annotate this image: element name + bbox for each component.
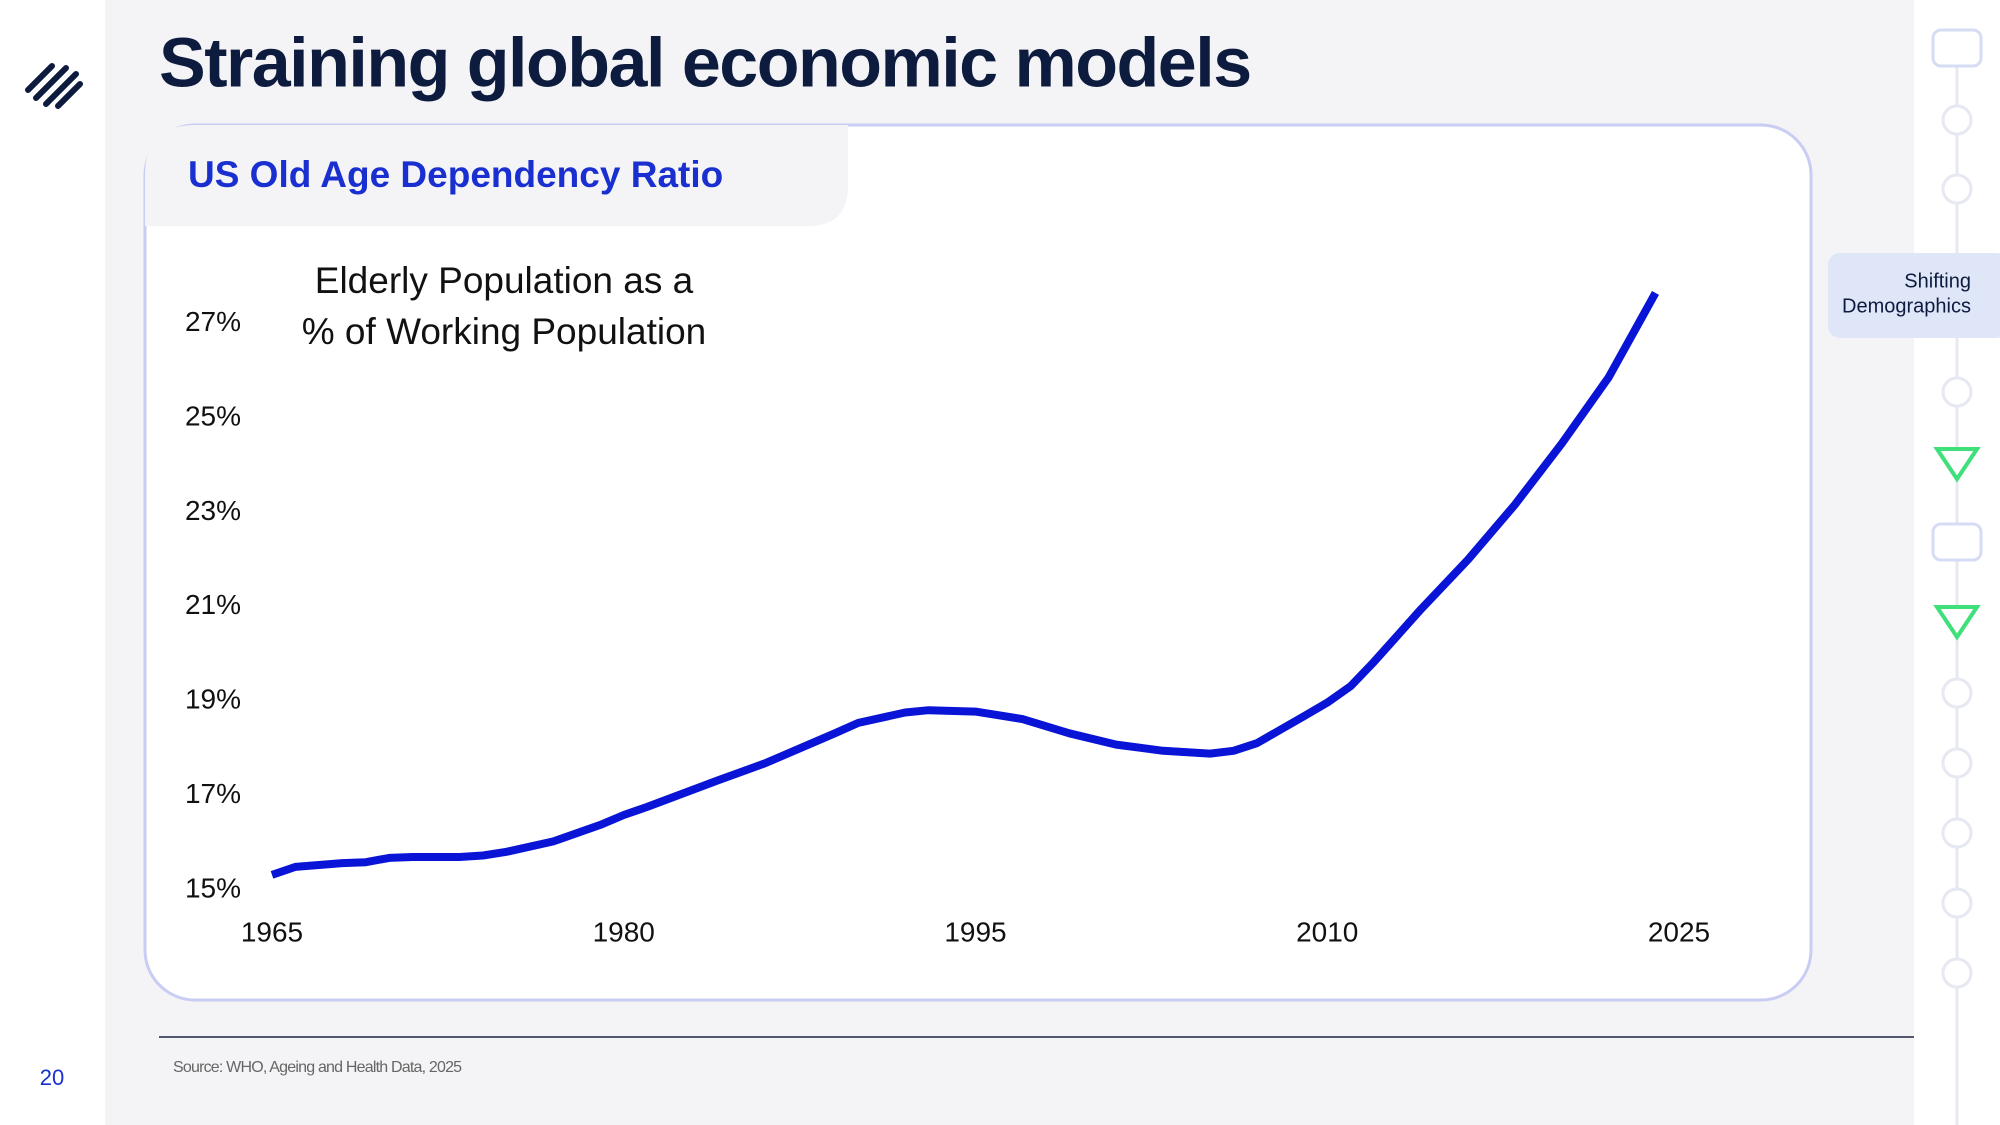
nav-label[interactable]: Shifting	[1904, 270, 1971, 292]
x-tick-label: 1965	[241, 916, 303, 947]
nav-item[interactable]	[1941, 817, 1973, 849]
nav-item[interactable]	[1941, 887, 1973, 919]
annotation: % of Working Population	[302, 311, 707, 352]
data-line	[270, 290, 1659, 879]
logo	[25, 63, 83, 109]
page-number: 20	[40, 1065, 64, 1090]
y-tick-label: 15%	[185, 872, 241, 903]
nav-item[interactable]	[1941, 376, 1973, 408]
source: Source: WHO, Ageing and Health Data, 202…	[173, 1059, 462, 1076]
nav-item[interactable]	[1933, 605, 1981, 641]
card-tab	[145, 125, 848, 226]
nav-item[interactable]	[1941, 747, 1973, 779]
y-tick-label: 25%	[185, 400, 241, 431]
nav-item[interactable]	[1941, 957, 1973, 989]
nav-item[interactable]	[1933, 447, 1981, 483]
y-tick-label: 23%	[185, 495, 241, 526]
page-title: Straining global economic models	[159, 23, 1251, 101]
nav-item[interactable]	[1941, 104, 1973, 136]
nav-item[interactable]	[1941, 677, 1973, 709]
y-tick-label: 19%	[185, 684, 241, 715]
nav-item[interactable]	[1931, 522, 1983, 562]
nav-active-tab[interactable]	[1828, 253, 2000, 338]
x-tick-label: 2010	[1296, 916, 1358, 947]
y-tick-label: 21%	[185, 589, 241, 620]
nav	[1931, 28, 1983, 1125]
chart-title: US Old Age Dependency Ratio	[188, 154, 723, 195]
nav-item[interactable]	[1931, 28, 1983, 68]
y-tick-label: 17%	[185, 778, 241, 809]
nav-label[interactable]: Demographics	[1842, 295, 1971, 317]
chart-card	[143, 123, 1813, 1002]
x-tick-label: 1980	[593, 916, 655, 947]
x-tick-label: 2025	[1648, 916, 1710, 947]
plot: 15% 17% 19% 21% 23% 25% 27% 1965 1980 1995 2010 202…	[185, 290, 1710, 947]
annotation: Elderly Population as a	[315, 260, 694, 301]
y-tick-label: 27%	[185, 306, 241, 337]
x-tick-label: 1995	[944, 916, 1006, 947]
nav-item[interactable]	[1941, 173, 1973, 205]
